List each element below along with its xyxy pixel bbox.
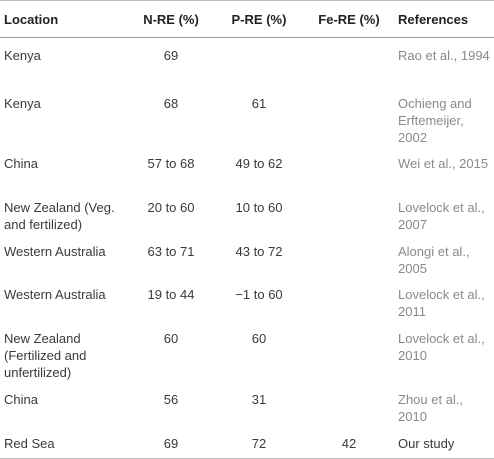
table-row: New Zealand (Veg. and fertilized) 20 to … <box>0 190 494 234</box>
cell-reference-link[interactable]: Lovelock et al., 2011 <box>398 286 485 319</box>
table-row: China 56 31 Zhou et al., 2010 <box>0 382 494 426</box>
cell-reference: Our study <box>394 425 494 459</box>
cell-fe-re <box>304 382 394 426</box>
cell-fe-re <box>304 277 394 321</box>
cell-n-re: 60 <box>163 330 179 346</box>
header-location: Location <box>0 0 128 38</box>
table-row: Western Australia 63 to 71 43 to 72 Alon… <box>0 234 494 277</box>
cell-location: New Zealand (Veg. and fertilized) <box>4 199 115 232</box>
cell-reference-link[interactable]: Alongi et al., 2005 <box>398 243 470 276</box>
cell-fe-re <box>304 38 394 86</box>
cell-location: China <box>4 391 38 407</box>
table-row: Kenya 69 Rao et al., 1994 <box>0 38 494 86</box>
cell-fe-re <box>304 321 394 382</box>
header-n-re: N-RE (%) <box>128 0 214 38</box>
cell-fe-re <box>304 190 394 234</box>
cell-n-re: 19 to 44 <box>147 286 195 302</box>
cell-fe-re: 42 <box>304 425 394 459</box>
cell-p-re <box>214 38 304 86</box>
header-fe-re: Fe-RE (%) <box>304 0 394 38</box>
cell-n-re: 63 to 71 <box>147 243 195 259</box>
cell-p-re: −1 to 60 <box>235 286 283 302</box>
table-row: China 57 to 68 49 to 62 Wei et al., 2015 <box>0 146 494 190</box>
cell-reference-link[interactable]: Zhou et al., 2010 <box>398 391 464 424</box>
header-references: References <box>394 0 494 38</box>
cell-p-re: 61 <box>251 95 267 111</box>
cell-reference-link[interactable]: Lovelock et al., 2010 <box>398 330 485 363</box>
table-header-row: Location N-RE (%) P-RE (%) Fe-RE (%) Ref… <box>0 0 494 38</box>
cell-reference-link[interactable]: Ochieng and Erftemeijer, 2002 <box>398 95 472 145</box>
table-row: Red Sea 69 72 42 Our study <box>0 425 494 459</box>
cell-n-re: 56 <box>163 391 179 407</box>
cell-location: China <box>4 155 38 171</box>
cell-reference-link[interactable]: Rao et al., 1994 <box>398 48 490 63</box>
cell-p-re: 60 <box>251 330 267 346</box>
header-p-re: P-RE (%) <box>214 0 304 38</box>
cell-location: Kenya <box>4 95 41 111</box>
cell-reference-link[interactable]: Lovelock et al., 2007 <box>398 199 485 232</box>
cell-fe-re <box>304 146 394 190</box>
cell-n-re: 69 <box>163 48 179 63</box>
cell-p-re: 72 <box>214 425 304 459</box>
cell-n-re: 68 <box>163 95 179 111</box>
cell-p-re: 49 to 62 <box>235 155 283 171</box>
cell-p-re: 31 <box>251 391 267 407</box>
cell-location: New Zealand (Fertilized and unfertilized… <box>4 330 87 380</box>
cell-location: Western Australia <box>4 286 106 302</box>
cell-location: Kenya <box>4 48 41 63</box>
table-row: Kenya 68 61 Ochieng and Erftemeijer, 200… <box>0 86 494 146</box>
table-row: New Zealand (Fertilized and unfertilized… <box>0 321 494 382</box>
cell-location: Red Sea <box>0 425 128 459</box>
cell-n-re: 20 to 60 <box>147 199 195 215</box>
cell-n-re: 69 <box>128 425 214 459</box>
cell-p-re: 10 to 60 <box>235 199 283 215</box>
cell-reference-link[interactable]: Wei et al., 2015 <box>398 155 489 171</box>
cell-location: Western Australia <box>4 243 106 259</box>
table-row: Western Australia 19 to 44 −1 to 60 Love… <box>0 277 494 321</box>
cell-n-re: 57 to 68 <box>147 155 195 171</box>
cell-p-re: 43 to 72 <box>235 243 283 259</box>
cell-fe-re <box>304 234 394 277</box>
cell-fe-re <box>304 86 394 146</box>
